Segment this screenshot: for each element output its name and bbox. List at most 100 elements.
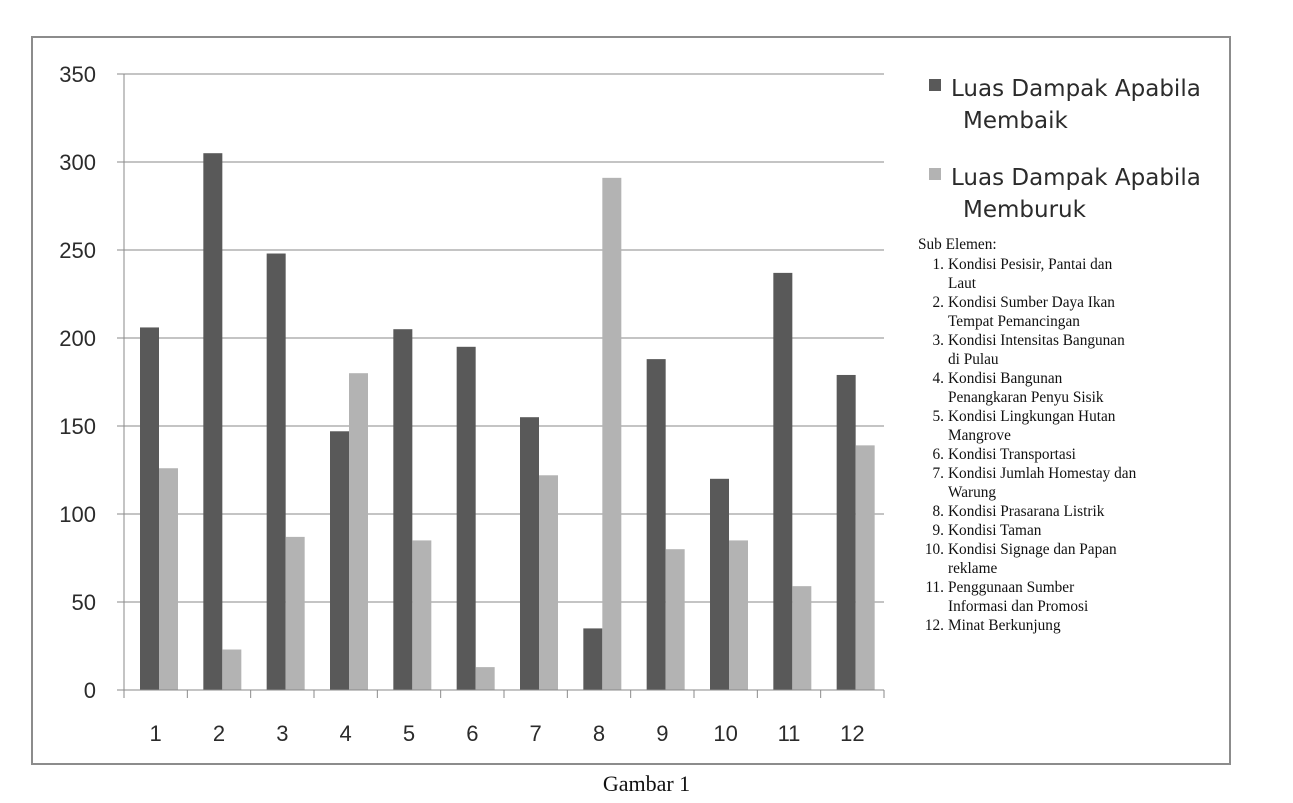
sub-element-item: 3. Kondisi Intensitas Bangunan di Pulau [918, 331, 1218, 369]
sub-element-text: Kondisi Jumlah Homestay dan [948, 465, 1137, 482]
bar-membaik-8 [583, 628, 603, 690]
legend: Luas Dampak Apabila Membaik Luas Dampak Ap… [929, 76, 1201, 223]
sub-element-item: 7. Kondisi Jumlah Homestay dan Warung [918, 464, 1218, 502]
x-tick-label: 10 [713, 721, 737, 746]
y-tick-label: 350 [59, 62, 96, 87]
sub-element-text: Kondisi Transportasi [948, 446, 1076, 463]
sub-element-items: 1. Kondisi Pesisir, Pantai dan Laut 2. Kondi… [918, 255, 1218, 635]
sub-element-number: 10. [924, 541, 944, 558]
sub-element-text-cont: Mangrove [948, 427, 1011, 444]
x-tick-label: 12 [840, 721, 864, 746]
sub-element-title: Sub Elemen: [918, 236, 997, 253]
y-tick-label: 0 [84, 678, 96, 703]
sub-element-item: 6. Kondisi Transportasi [918, 445, 1218, 464]
sub-element-number: 4. [932, 370, 944, 387]
sub-element-text-cont: reklame [948, 560, 998, 577]
x-tick-label: 8 [593, 721, 605, 746]
bar-membaik-7 [520, 417, 539, 690]
x-tick-label: 4 [340, 721, 352, 746]
x-tick-label: 11 [778, 721, 801, 746]
bar-memburuk-1 [159, 468, 178, 690]
x-tick-label: 9 [656, 721, 668, 746]
bar-membaik-4 [330, 431, 349, 690]
x-tick-label: 2 [213, 721, 225, 746]
bar-memburuk-5 [412, 540, 432, 690]
sub-element-list: Sub Elemen: 1. Kondisi Pesisir, Pantai da… [918, 235, 1218, 635]
sub-element-number: 9. [932, 522, 944, 539]
sub-element-text-cont: Penangkaran Penyu Sisik [948, 389, 1104, 406]
sub-element-number: 11. [925, 579, 944, 596]
sub-element-number: 2. [932, 294, 944, 311]
chart-frame: 0 50 100 150 200 250 300 350 1 2 3 4 5 6 7 8 9 10 11 12 Lua… [31, 36, 1231, 765]
legend-swatch-membaik [929, 79, 941, 91]
sub-element-number: 5. [932, 408, 944, 425]
legend-swatch-memburuk [929, 168, 941, 180]
legend-label-membaik: Luas Dampak Apabila Membaik [951, 76, 1201, 134]
bar-membaik-2 [203, 153, 223, 690]
sub-element-text-cont: Tempat Pemancingan [948, 313, 1080, 330]
sub-element-text: Kondisi Sumber Daya Ikan [948, 294, 1115, 311]
sub-element-item: 10. Kondisi Signage dan Papan reklame [918, 540, 1218, 578]
bar-membaik-6 [456, 346, 476, 690]
bar-membaik-1 [140, 327, 159, 690]
sub-element-text-cont: Warung [948, 484, 997, 501]
sub-element-number: 6. [932, 446, 944, 463]
sub-element-number: 1. [932, 256, 944, 273]
x-tick-label: 7 [530, 721, 542, 746]
sub-element-text-cont: Laut [948, 275, 977, 292]
bar-memburuk-8 [602, 177, 622, 691]
y-tick-label: 250 [59, 238, 96, 263]
sub-element-item: 4. Kondisi Bangunan Penangkaran Penyu Sisi… [918, 369, 1218, 407]
x-tick-label: 5 [403, 721, 415, 746]
sub-element-text-cont: di Pulau [948, 351, 999, 368]
bar-memburuk-9 [665, 549, 685, 690]
sub-element-text: Kondisi Intensitas Bangunan [948, 332, 1125, 349]
bar-memburuk-11 [792, 586, 812, 690]
y-tick-label: 200 [59, 326, 96, 351]
sub-element-text: Kondisi Bangunan [948, 370, 1063, 387]
sub-element-text: Kondisi Signage dan Papan [948, 541, 1117, 558]
sub-element-item: 2. Kondisi Sumber Daya Ikan Tempat Pemanci… [918, 293, 1218, 331]
sub-element-text: Kondisi Lingkungan Hutan [948, 408, 1116, 425]
y-tick-label: 100 [59, 502, 96, 527]
y-tick-label: 50 [72, 590, 96, 615]
bar-memburuk-12 [855, 445, 875, 690]
sub-element-item: 9. Kondisi Taman [918, 521, 1218, 540]
figure-caption: Gambar 1 [602, 771, 691, 796]
x-tick-label: 3 [276, 721, 288, 746]
legend-label-memburuk: Luas Dampak Apabila Memburuk [951, 165, 1201, 223]
bar-membaik-3 [266, 253, 286, 690]
y-tick-label: 150 [59, 414, 96, 439]
bar-memburuk-10 [729, 540, 748, 690]
bar-membaik-5 [393, 329, 413, 690]
sub-element-number: 12. [924, 617, 944, 634]
sub-element-text: Kondisi Pesisir, Pantai dan [948, 256, 1113, 273]
sub-element-item: 1. Kondisi Pesisir, Pantai dan Laut [918, 255, 1218, 293]
y-tick-label: 300 [59, 150, 96, 175]
x-tick-label: 1 [150, 721, 162, 746]
sub-element-item: 8. Kondisi Prasarana Listrik [918, 502, 1218, 521]
sub-element-text: Kondisi Prasarana Listrik [948, 503, 1105, 520]
bar-memburuk-7 [539, 475, 558, 690]
sub-element-item: 11. Penggunaan Sumber Informasi dan Promos… [918, 578, 1218, 616]
sub-element-number: 3. [932, 332, 944, 349]
sub-element-text: Kondisi Taman [948, 522, 1042, 539]
sub-element-item: 12. Minat Berkunjung [918, 616, 1218, 635]
bar-memburuk-6 [475, 667, 495, 690]
bars [140, 153, 875, 691]
sub-element-number: 7. [932, 465, 944, 482]
bar-memburuk-2 [222, 649, 242, 690]
gridlines [124, 73, 884, 603]
sub-element-text-cont: Informasi dan Promosi [948, 598, 1089, 615]
bar-membaik-10 [710, 478, 729, 690]
bar-membaik-11 [773, 272, 793, 690]
sub-element-text: Minat Berkunjung [948, 617, 1061, 634]
sub-element-text: Penggunaan Sumber [948, 579, 1075, 596]
bar-membaik-9 [646, 359, 666, 690]
bar-membaik-12 [836, 374, 856, 690]
sub-element-item: 5. Kondisi Lingkungan Hutan Mangrove [918, 407, 1218, 445]
axes [117, 73, 885, 698]
bar-memburuk-4 [349, 373, 368, 690]
